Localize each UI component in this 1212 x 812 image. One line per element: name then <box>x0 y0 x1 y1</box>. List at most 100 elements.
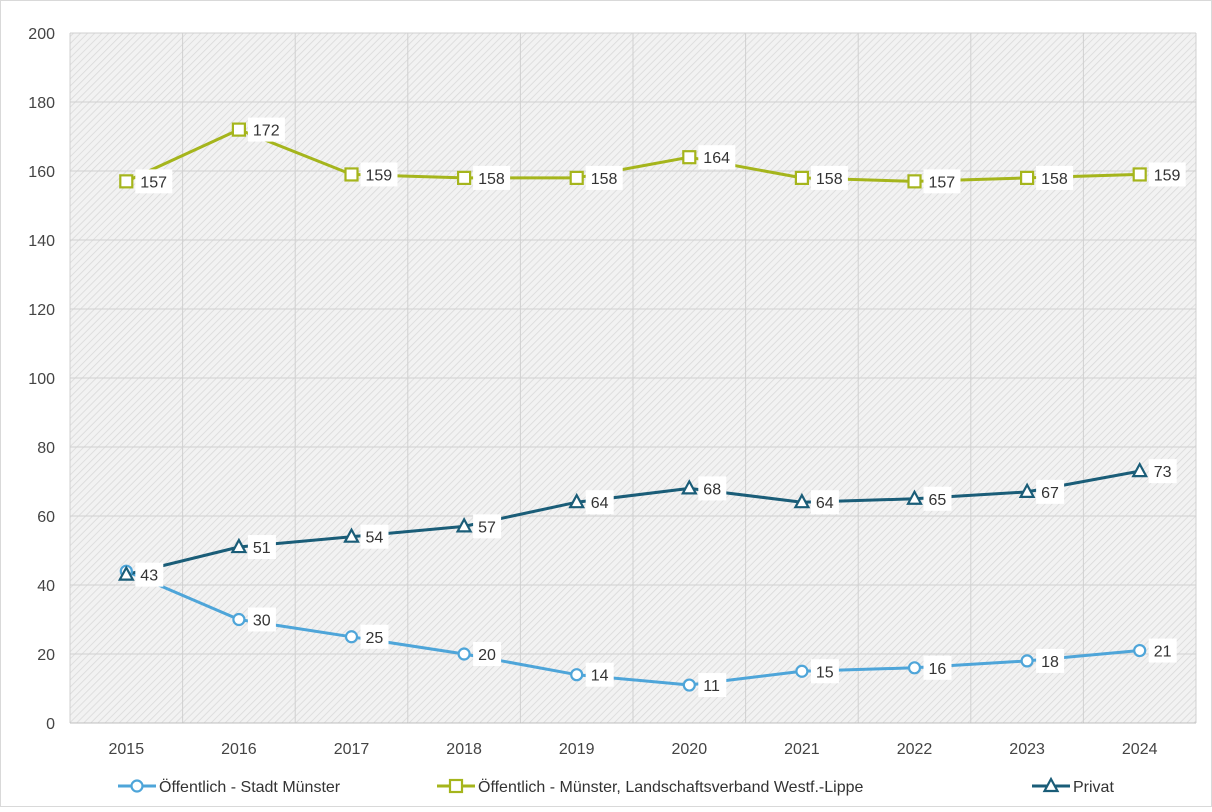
x-tick-label: 2024 <box>1122 741 1158 758</box>
data-point-triangle <box>793 492 811 509</box>
data-label: 158 <box>816 171 843 188</box>
data-label-background <box>473 514 502 539</box>
data-label: 157 <box>140 174 167 191</box>
data-point-square <box>682 150 697 165</box>
data-point-square <box>119 174 134 189</box>
legend-label: Öffentlich - Münster, Landschaftsverband… <box>478 778 863 796</box>
data-point-circle <box>457 647 471 661</box>
data-label-background <box>585 490 614 515</box>
data-point-square <box>907 174 922 189</box>
data-label: 51 <box>253 540 271 557</box>
data-label: 158 <box>1041 171 1068 188</box>
data-point-triangle <box>117 565 135 581</box>
data-label-background <box>473 642 502 666</box>
data-label-background <box>698 145 736 170</box>
data-point-triangle <box>1131 461 1149 478</box>
data-label-background <box>698 673 727 698</box>
data-label-background <box>923 169 961 194</box>
data-label-background <box>585 165 623 190</box>
legend-label: Öffentlich - Stadt Münster <box>159 778 341 796</box>
legend-item: Öffentlich - Stadt Münster <box>118 778 341 796</box>
x-tick-label: 2022 <box>897 741 933 758</box>
data-label-background <box>810 165 848 190</box>
data-label-background <box>1148 638 1177 663</box>
legend-item: Öffentlich - Münster, Landschaftsverband… <box>437 778 863 796</box>
x-tick-label: 2018 <box>446 741 482 758</box>
x-tick-label: 2019 <box>559 741 595 758</box>
series-line <box>125 128 1140 183</box>
legend: Öffentlich - Stadt Münster Öffentlich - M… <box>118 776 1114 796</box>
data-label-background <box>923 486 952 511</box>
data-label-background <box>1036 479 1065 504</box>
data-label-background <box>810 659 839 684</box>
y-tick-label: 60 <box>37 509 55 526</box>
data-point-triangle <box>343 527 360 543</box>
data-label-background <box>247 607 276 632</box>
x-tick-label: 2023 <box>1009 741 1045 758</box>
data-label-background <box>360 162 398 187</box>
data-label: 54 <box>366 530 384 547</box>
legend-item: Privat <box>1032 776 1114 796</box>
data-point-triangle <box>455 517 473 533</box>
data-label: 65 <box>929 492 947 509</box>
x-tick-label: 2017 <box>334 741 370 758</box>
data-label: 16 <box>929 661 947 678</box>
legend-label: Privat <box>1073 779 1114 796</box>
y-tick-label: 20 <box>37 647 55 664</box>
data-point-square <box>457 170 472 185</box>
y-tick-label: 100 <box>28 371 55 388</box>
y-tick-label: 40 <box>37 578 55 595</box>
data-point-square <box>1132 167 1147 182</box>
data-point-triangle <box>1042 776 1060 793</box>
data-label: 73 <box>1154 464 1172 481</box>
data-point-circle <box>232 612 246 627</box>
data-label: 21 <box>1154 644 1172 661</box>
data-label-background <box>698 476 727 501</box>
data-point-square <box>448 778 464 794</box>
data-point-circle <box>682 678 696 692</box>
data-label: 68 <box>703 481 721 498</box>
series-line <box>125 569 1140 687</box>
data-point-circle <box>130 779 144 793</box>
data-label: 64 <box>816 495 834 512</box>
data-point-triangle <box>568 492 586 509</box>
data-point-square <box>569 170 584 185</box>
x-tick-label: 2015 <box>109 741 145 758</box>
x-tick-label: 2016 <box>221 741 257 758</box>
data-label: 159 <box>366 167 393 184</box>
data-point-triangle <box>680 479 698 495</box>
data-label-background <box>247 535 276 560</box>
data-label-background <box>1148 162 1186 187</box>
data-label: 11 <box>703 678 720 695</box>
data-point-triangle <box>230 537 248 554</box>
data-label-background <box>1036 165 1074 190</box>
data-label-background <box>360 624 389 649</box>
data-point-circle <box>907 661 922 675</box>
data-label: 14 <box>591 668 609 685</box>
data-point-triangle <box>1018 482 1036 498</box>
data-label-background <box>810 490 839 515</box>
data-label-background <box>923 655 952 680</box>
data-label: 159 <box>1154 167 1181 184</box>
y-tick-label: 200 <box>28 26 55 43</box>
data-label-background <box>360 524 389 549</box>
data-label-background <box>135 562 164 587</box>
data-point-triangle <box>906 489 923 505</box>
y-tick-label: 0 <box>46 716 55 733</box>
data-label-background <box>1148 459 1177 484</box>
data-point-square <box>231 122 246 137</box>
data-label-background <box>247 117 285 142</box>
data-label-background <box>135 169 173 194</box>
y-tick-label: 160 <box>28 164 55 181</box>
data-label: 57 <box>478 519 496 536</box>
data-label: 18 <box>1041 654 1059 671</box>
data-label: 158 <box>478 171 505 188</box>
data-point-circle <box>570 668 584 682</box>
data-label: 20 <box>478 647 496 664</box>
data-label: 15 <box>816 664 834 681</box>
data-label-background <box>1036 648 1065 673</box>
data-label-background <box>473 165 511 190</box>
